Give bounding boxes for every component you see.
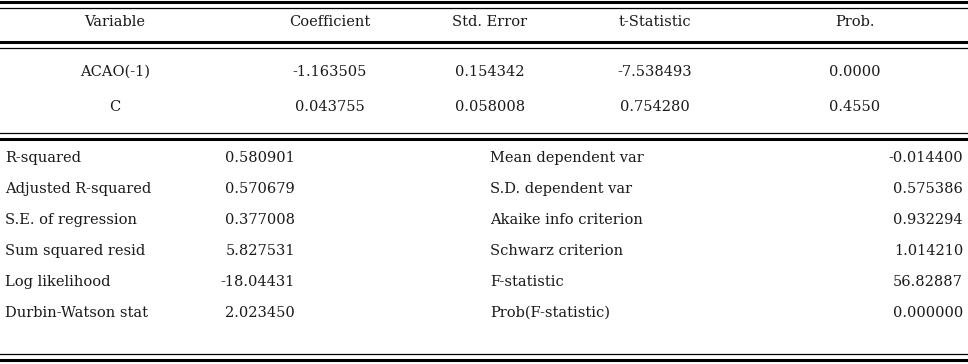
Text: Schwarz criterion: Schwarz criterion xyxy=(490,244,623,258)
Text: 5.827531: 5.827531 xyxy=(226,244,295,258)
Text: Prob.: Prob. xyxy=(835,15,875,29)
Text: 0.058008: 0.058008 xyxy=(455,100,525,114)
Text: -18.04431: -18.04431 xyxy=(221,275,295,289)
Text: 0.154342: 0.154342 xyxy=(455,65,525,79)
Text: -0.014400: -0.014400 xyxy=(889,151,963,165)
Text: 0.932294: 0.932294 xyxy=(893,213,963,227)
Text: 0.377008: 0.377008 xyxy=(225,213,295,227)
Text: S.D. dependent var: S.D. dependent var xyxy=(490,182,632,196)
Text: F-statistic: F-statistic xyxy=(490,275,563,289)
Text: Adjusted R-squared: Adjusted R-squared xyxy=(5,182,151,196)
Text: ACAO(-1): ACAO(-1) xyxy=(80,65,150,79)
Text: Akaike info criterion: Akaike info criterion xyxy=(490,213,643,227)
Text: S.E. of regression: S.E. of regression xyxy=(5,213,137,227)
Text: Sum squared resid: Sum squared resid xyxy=(5,244,145,258)
Text: Durbin-Watson stat: Durbin-Watson stat xyxy=(5,306,148,320)
Text: Std. Error: Std. Error xyxy=(452,15,528,29)
Text: 56.82887: 56.82887 xyxy=(893,275,963,289)
Text: 2.023450: 2.023450 xyxy=(226,306,295,320)
Text: -1.163505: -1.163505 xyxy=(292,65,367,79)
Text: Log likelihood: Log likelihood xyxy=(5,275,110,289)
Text: C: C xyxy=(109,100,121,114)
Text: 0.043755: 0.043755 xyxy=(295,100,365,114)
Text: 0.580901: 0.580901 xyxy=(226,151,295,165)
Text: -7.538493: -7.538493 xyxy=(618,65,692,79)
Text: Mean dependent var: Mean dependent var xyxy=(490,151,644,165)
Text: t-Statistic: t-Statistic xyxy=(619,15,691,29)
Text: Prob(F-statistic): Prob(F-statistic) xyxy=(490,306,610,320)
Text: 0.754280: 0.754280 xyxy=(620,100,690,114)
Text: 1.014210: 1.014210 xyxy=(893,244,963,258)
Text: 0.570679: 0.570679 xyxy=(226,182,295,196)
Text: Variable: Variable xyxy=(84,15,145,29)
Text: R-squared: R-squared xyxy=(5,151,81,165)
Text: 0.4550: 0.4550 xyxy=(830,100,881,114)
Text: 0.575386: 0.575386 xyxy=(893,182,963,196)
Text: Coefficient: Coefficient xyxy=(289,15,371,29)
Text: 0.0000: 0.0000 xyxy=(830,65,881,79)
Text: 0.000000: 0.000000 xyxy=(892,306,963,320)
